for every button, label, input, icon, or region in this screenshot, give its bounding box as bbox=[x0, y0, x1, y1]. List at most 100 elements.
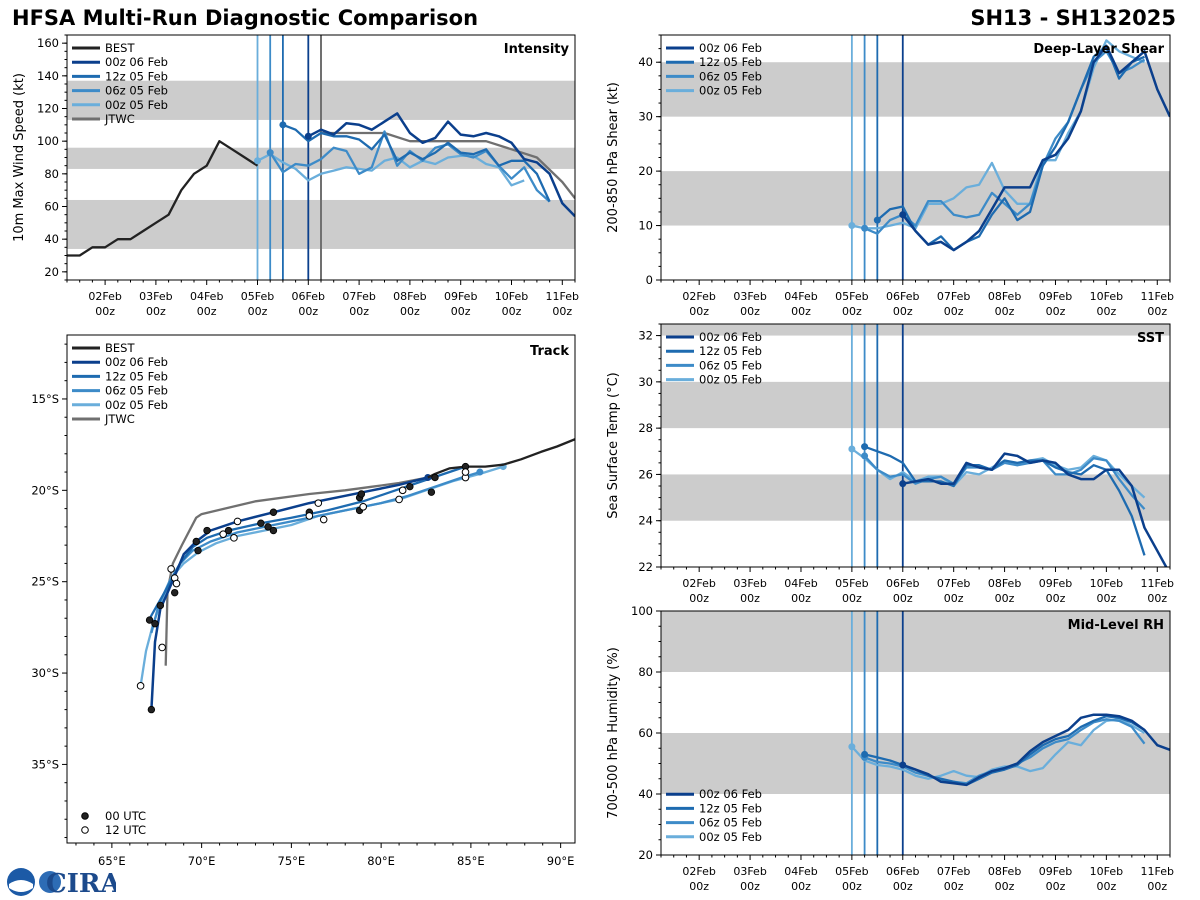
x-tick-label: 07Feb bbox=[937, 577, 970, 590]
marker-00utc bbox=[406, 482, 414, 491]
x-tick-sublabel: 00z bbox=[944, 305, 964, 318]
series-start-06z-05-feb bbox=[861, 224, 869, 232]
y-axis-label: 10m Max Wind Speed (kt) bbox=[12, 73, 27, 242]
series-start-00z-06-feb bbox=[304, 132, 312, 140]
x-tick-sublabel: 00z bbox=[1046, 592, 1066, 605]
marker-00utc bbox=[171, 588, 179, 597]
legend-label-00z-06-feb: 00z 06 Feb bbox=[699, 787, 762, 801]
x-tick-sublabel: 00z bbox=[791, 305, 811, 318]
marker-legend-label-12-utc: 12 UTC bbox=[105, 823, 146, 837]
series-start-00z-06-feb bbox=[899, 761, 907, 769]
track-line-best bbox=[427, 438, 575, 479]
plot-area bbox=[67, 35, 575, 280]
y-tick-label: 30 bbox=[638, 375, 653, 389]
globe-icon bbox=[39, 871, 61, 893]
x-tick-sublabel: 00z bbox=[791, 592, 811, 605]
y-tick-label: 30 bbox=[638, 110, 653, 124]
panel-title: Track bbox=[530, 344, 569, 359]
marker-12utc bbox=[305, 512, 314, 520]
x-tick-label: 03Feb bbox=[139, 290, 172, 303]
y-tick-label: 20 bbox=[44, 265, 59, 279]
x-tick-sublabel: 00z bbox=[502, 305, 522, 318]
x-tick-sublabel: 00z bbox=[995, 880, 1015, 893]
track-start-06z-05-feb bbox=[476, 468, 484, 476]
x-tick-label: 10Feb bbox=[1090, 577, 1123, 590]
x-tick-label: 06Feb bbox=[886, 290, 919, 303]
series-start-06z-05-feb bbox=[266, 149, 274, 157]
marker-12utc bbox=[230, 534, 238, 542]
plot-area bbox=[136, 438, 575, 714]
figure-title: HFSA Multi-Run Diagnostic Comparison bbox=[12, 6, 479, 30]
threshold-band bbox=[661, 733, 1170, 794]
marker-00utc bbox=[427, 488, 436, 496]
panel-title: SST bbox=[1137, 331, 1164, 346]
x-tick-sublabel: 00z bbox=[995, 592, 1015, 605]
x-tick-label: 11Feb bbox=[1141, 865, 1174, 878]
x-tick-sublabel: 00z bbox=[893, 592, 913, 605]
x-tick-sublabel: 00z bbox=[740, 592, 760, 605]
y-tick-label: 40 bbox=[44, 232, 59, 246]
legend-label-00z-06-feb: 00z 06 Feb bbox=[105, 55, 168, 69]
y-tick-label: 40 bbox=[638, 787, 653, 801]
marker-12utc bbox=[398, 486, 407, 495]
legend-label-jtwc: JTWC bbox=[104, 412, 135, 426]
x-tick-sublabel: 00z bbox=[1046, 880, 1066, 893]
y-tick-label: 35°S bbox=[31, 757, 59, 771]
marker-legend-symbol-12-utc bbox=[81, 826, 89, 834]
x-tick-label: 10Feb bbox=[1090, 290, 1123, 303]
marker-00utc bbox=[151, 620, 159, 628]
intensity-panel: 20 40 60 80 100 120 140 160 02Feb 00z 03Feb 00z 04Fe… bbox=[12, 34, 579, 318]
threshold-band bbox=[661, 171, 1170, 226]
marker-legend-label-00-utc: 00 UTC bbox=[105, 809, 146, 823]
x-tick-label: 80°E bbox=[367, 854, 395, 868]
series-line-00z-05-feb bbox=[256, 153, 525, 187]
x-tick-sublabel: 00z bbox=[400, 305, 420, 318]
series-line-00z-06-feb bbox=[902, 452, 1168, 567]
axes-frame bbox=[66, 334, 576, 844]
marker-12utc bbox=[136, 682, 145, 690]
series-start-00z-05-feb bbox=[848, 445, 856, 453]
y-tick-label: 22 bbox=[638, 560, 653, 574]
x-tick-label: 07Feb bbox=[937, 865, 970, 878]
x-tick-label: 05Feb bbox=[835, 865, 868, 878]
marker-legend-symbol-00-utc bbox=[81, 812, 89, 820]
sst-panel: 22 24 26 28 30 32 02Feb 00z 03Feb 00z 04Feb 00z 05Fe… bbox=[606, 323, 1174, 605]
x-tick-label: 08Feb bbox=[988, 290, 1021, 303]
cira-logo-text: CIRA bbox=[46, 869, 116, 898]
y-tick-label: 100 bbox=[37, 134, 59, 148]
marker-00utc bbox=[147, 705, 156, 714]
x-tick-label: 65°E bbox=[98, 854, 126, 868]
series-line-12z-05-feb bbox=[864, 445, 1146, 556]
y-tick-label: 26 bbox=[638, 467, 653, 481]
x-tick-label: 06Feb bbox=[292, 290, 325, 303]
y-tick-label: 28 bbox=[638, 421, 653, 435]
panel-title: Deep-Layer Shear bbox=[1033, 42, 1164, 57]
x-tick-sublabel: 00z bbox=[95, 305, 115, 318]
y-tick-label: 60 bbox=[638, 726, 653, 740]
series-start-00z-05-feb bbox=[848, 743, 856, 751]
series-line-06z-05-feb bbox=[863, 455, 1146, 510]
track-panel: 65°E 70°E 75°E 80°E 85°E 90°E 15°S 20°S 25°S 30°S… bbox=[31, 334, 576, 868]
x-tick-label: 09Feb bbox=[444, 290, 477, 303]
marker-12utc bbox=[219, 530, 227, 538]
legend-label-00z-05-feb: 00z 05 Feb bbox=[699, 84, 762, 98]
x-tick-label: 06Feb bbox=[886, 577, 919, 590]
x-tick-label: 02Feb bbox=[682, 577, 715, 590]
marker-12utc bbox=[167, 565, 175, 573]
series-line-00z-06-feb bbox=[901, 44, 1170, 252]
legend-label-12z-05-feb: 12z 05 Feb bbox=[699, 344, 762, 358]
marker-12utc bbox=[314, 499, 323, 507]
x-tick-sublabel: 00z bbox=[842, 305, 862, 318]
y-tick-label: 160 bbox=[37, 36, 59, 50]
marker-12utc bbox=[319, 515, 328, 524]
marker-00utc bbox=[431, 473, 439, 482]
marker-00utc bbox=[269, 508, 278, 516]
y-tick-label: 80 bbox=[44, 167, 59, 181]
series-start-00z-05-feb bbox=[848, 222, 856, 230]
track-line-00z-06-feb bbox=[150, 476, 429, 710]
x-tick-label: 08Feb bbox=[393, 290, 426, 303]
x-tick-label: 06Feb bbox=[886, 865, 919, 878]
series-line-06z-05-feb bbox=[269, 130, 551, 203]
x-tick-sublabel: 00z bbox=[197, 305, 217, 318]
x-tick-label: 10Feb bbox=[1090, 865, 1123, 878]
